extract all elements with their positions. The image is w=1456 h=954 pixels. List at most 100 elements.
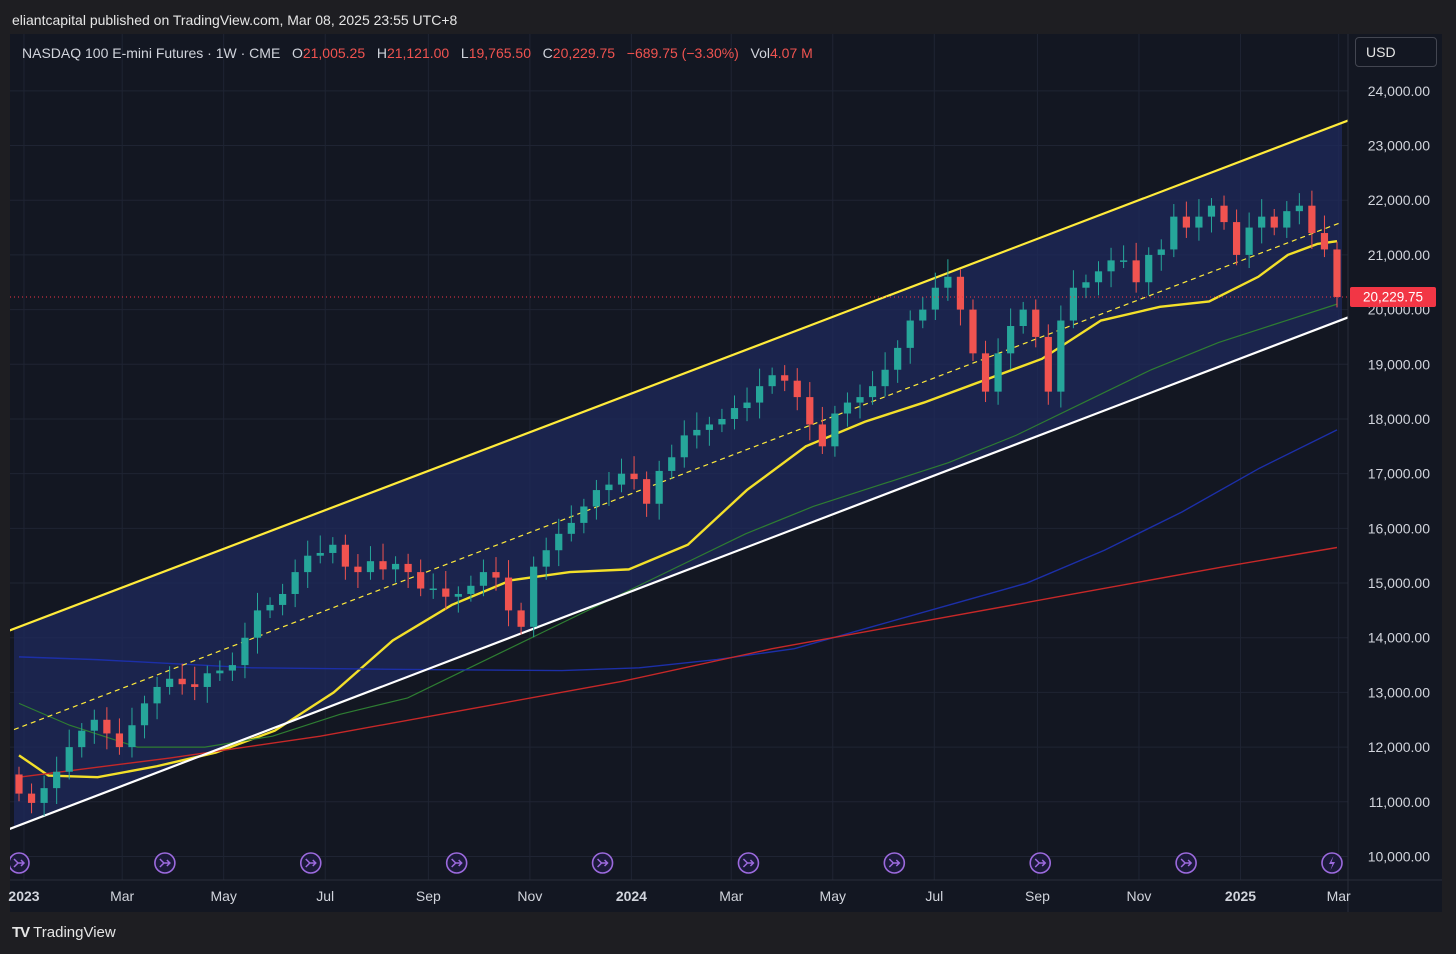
candle[interactable] <box>140 695 149 739</box>
event-marker-icon[interactable] <box>445 852 468 874</box>
event-marker-icon[interactable] <box>154 852 176 874</box>
candle[interactable] <box>1245 212 1253 269</box>
candle[interactable] <box>517 602 525 635</box>
candle[interactable] <box>90 709 98 744</box>
candle[interactable] <box>755 368 764 419</box>
candle[interactable] <box>404 553 412 588</box>
candle[interactable] <box>115 718 124 755</box>
candle[interactable] <box>1195 199 1203 241</box>
candle[interactable] <box>1220 195 1228 230</box>
candle[interactable] <box>504 560 513 627</box>
candle[interactable] <box>1120 245 1128 269</box>
candle[interactable] <box>919 297 927 329</box>
candle[interactable] <box>53 756 61 804</box>
candle[interactable] <box>580 498 588 534</box>
candle[interactable] <box>818 406 826 454</box>
candle[interactable] <box>1308 190 1316 249</box>
candle[interactable] <box>1170 204 1178 258</box>
candle[interactable] <box>1082 274 1090 299</box>
candle[interactable] <box>1019 301 1027 334</box>
currency-button[interactable]: USD <box>1355 37 1437 67</box>
candle[interactable] <box>291 559 299 608</box>
candle[interactable] <box>730 395 739 430</box>
event-marker-icon[interactable] <box>883 852 906 874</box>
candle[interactable] <box>630 456 638 490</box>
candle[interactable] <box>705 416 713 446</box>
candle[interactable] <box>203 665 211 703</box>
event-marker-icon[interactable] <box>737 852 760 874</box>
candle[interactable] <box>1057 305 1065 408</box>
candle[interactable] <box>316 535 324 564</box>
candle[interactable] <box>1182 201 1190 238</box>
candle[interactable] <box>366 546 375 580</box>
candle[interactable] <box>1232 209 1241 266</box>
candle[interactable] <box>831 405 839 457</box>
candle[interactable] <box>1333 241 1341 308</box>
candle[interactable] <box>994 338 1002 405</box>
event-marker-icon[interactable] <box>1321 852 1343 874</box>
candle[interactable] <box>1094 261 1103 296</box>
candle[interactable] <box>479 559 488 597</box>
candle[interactable] <box>981 340 990 403</box>
candle[interactable] <box>1069 270 1077 329</box>
candle[interactable] <box>868 371 877 405</box>
candle[interactable] <box>417 559 425 597</box>
candle[interactable] <box>530 556 538 638</box>
event-marker-icon[interactable] <box>1175 852 1197 874</box>
candle[interactable] <box>1295 193 1303 225</box>
candle[interactable] <box>906 310 914 364</box>
candle[interactable] <box>1007 308 1015 370</box>
event-marker-icon[interactable] <box>299 852 322 874</box>
candle[interactable] <box>266 597 274 619</box>
candle[interactable] <box>680 420 688 468</box>
candle[interactable] <box>128 707 136 758</box>
candle[interactable] <box>768 367 776 394</box>
candle[interactable] <box>354 554 362 588</box>
candle[interactable] <box>555 518 563 567</box>
candle[interactable] <box>454 586 462 613</box>
candle[interactable] <box>379 543 387 580</box>
candle[interactable] <box>743 387 751 422</box>
candle[interactable] <box>894 340 902 383</box>
candle[interactable] <box>944 259 952 301</box>
candle[interactable] <box>592 479 601 520</box>
candle[interactable] <box>567 505 575 542</box>
symbol-label[interactable]: NASDAQ 100 E-mini Futures · 1W · CME <box>22 45 281 61</box>
candle[interactable] <box>793 368 801 411</box>
candle[interactable] <box>191 666 199 701</box>
candle[interactable] <box>1157 239 1165 271</box>
candle[interactable] <box>429 573 437 599</box>
candle[interactable] <box>1032 299 1040 348</box>
candle[interactable] <box>1044 324 1052 405</box>
candle[interactable] <box>605 472 613 506</box>
candle[interactable] <box>442 571 450 610</box>
candle[interactable] <box>103 707 111 750</box>
event-marker-icon[interactable] <box>591 852 614 874</box>
candle[interactable] <box>1270 208 1278 236</box>
candle[interactable] <box>241 622 249 679</box>
candle[interactable] <box>718 408 726 433</box>
candle[interactable] <box>956 269 965 326</box>
candle[interactable] <box>492 557 500 591</box>
candle[interactable] <box>40 775 48 817</box>
candle[interactable] <box>15 766 23 802</box>
candle[interactable] <box>1132 242 1140 293</box>
candle[interactable] <box>1107 247 1115 288</box>
candle[interactable] <box>542 537 550 580</box>
candle[interactable] <box>78 723 86 758</box>
candle[interactable] <box>881 352 889 397</box>
candle[interactable] <box>391 556 400 583</box>
candle[interactable] <box>843 392 852 427</box>
candle[interactable] <box>1258 199 1266 244</box>
candle[interactable] <box>617 458 626 493</box>
candle[interactable] <box>781 365 789 392</box>
candle[interactable] <box>969 299 977 362</box>
candle[interactable] <box>153 676 161 720</box>
candle[interactable] <box>856 384 864 419</box>
candle[interactable] <box>253 592 262 654</box>
candle[interactable] <box>806 382 814 441</box>
candle[interactable] <box>228 652 236 681</box>
candle[interactable] <box>467 575 475 602</box>
candle[interactable] <box>1320 215 1329 258</box>
